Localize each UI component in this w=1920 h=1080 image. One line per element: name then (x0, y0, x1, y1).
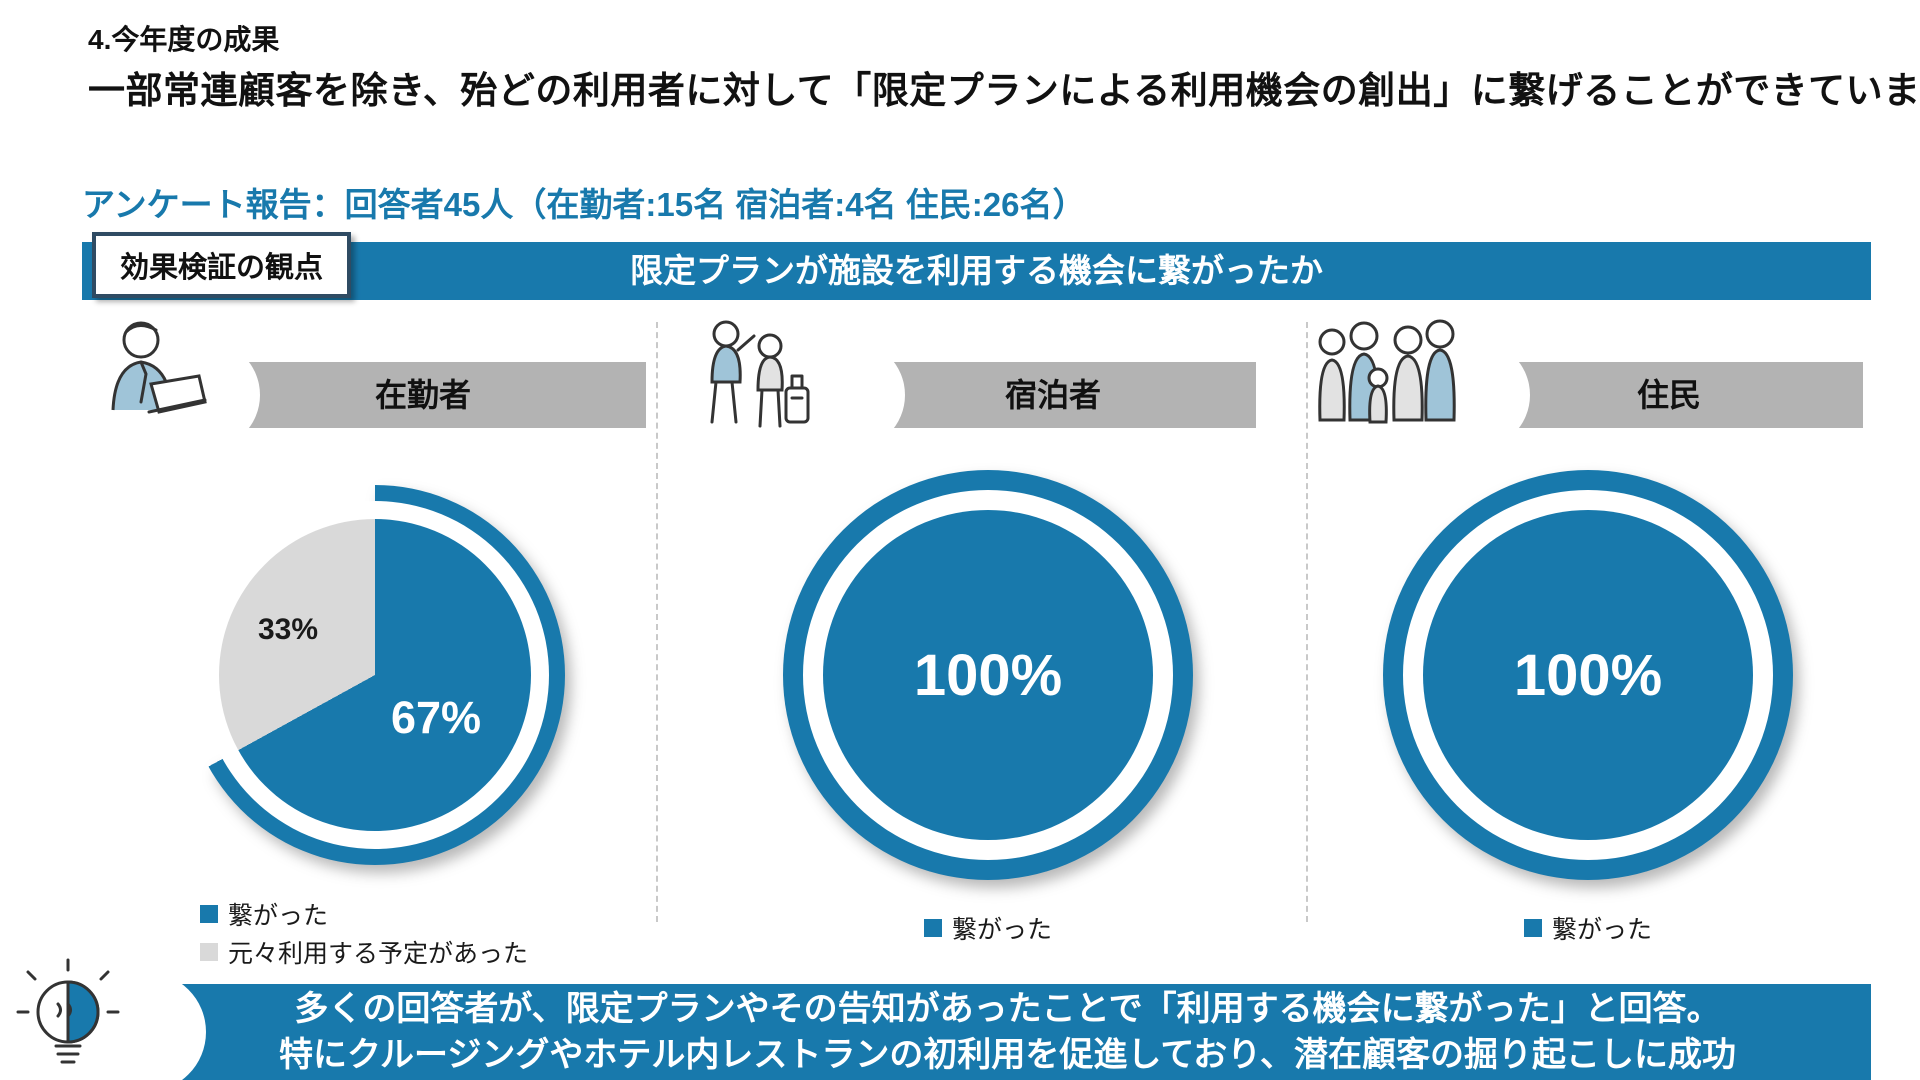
legend-label: 元々利用する予定があった (228, 940, 529, 968)
office-worker-icon (85, 312, 215, 447)
legend-item: 繋がった (783, 910, 1193, 946)
pie-body (1423, 510, 1753, 840)
section-label: 4.今年度の成果 (88, 24, 280, 55)
category-title-residents: 住民 (1636, 377, 1701, 413)
category-bar-workers: 在勤者 (200, 362, 646, 428)
pie-body (219, 519, 531, 831)
category-title-guests: 宿泊者 (1004, 377, 1101, 413)
category-bar-residents: 住民 (1475, 362, 1863, 428)
pie-chart-residents: 100% (1383, 470, 1793, 880)
column-divider (1306, 322, 1308, 922)
viewpoint-label-box: 効果検証の観点 (92, 232, 352, 298)
pie-chart-workers: 67% 33% (185, 485, 565, 865)
pie-value-label: 33% (257, 613, 319, 646)
category-title-workers: 在勤者 (374, 377, 471, 413)
legend-item: 繋がった (200, 896, 328, 932)
legend-swatch-blue (1523, 919, 1542, 937)
lightbulb-icon (4, 952, 132, 1080)
banner-notch (86, 972, 206, 1080)
conclusion-banner: 多くの回答者が、限定プランやその告知があったことで「利用する機会に繋がった」と回… (144, 984, 1871, 1080)
survey-note: アンケート報告：回答者45人（在勤者:15名 宿泊者:4名 住民:26名） (82, 186, 1086, 223)
travelers-icon (688, 314, 816, 447)
legend-swatch-blue (200, 905, 218, 923)
bar-notch (795, 340, 905, 450)
family-icon (1312, 310, 1460, 445)
pie-value-label: 67% (390, 692, 482, 743)
pie-value-label: 100% (1513, 642, 1663, 708)
conclusion-line-1: 多くの回答者が、限定プランやその告知があったことで「利用する機会に繋がった」と回… (294, 990, 1721, 1028)
column-divider (656, 322, 658, 922)
headline: 一部常連顧客を除き、殆どの利用者に対して「限定プランによる利用機会の創出」に繋げ… (88, 70, 1920, 111)
legend-label: 繋がった (1551, 916, 1652, 944)
pie-value-label: 100% (913, 642, 1063, 708)
category-bar-guests: 宿泊者 (850, 362, 1256, 428)
legend-swatch-gray (200, 943, 218, 961)
question-banner: 限定プランが施設を利用する機会に繋がったか (82, 242, 1871, 300)
legend-label: 繋がった (228, 902, 329, 930)
pie-chart-guests: 100% (783, 470, 1193, 880)
question-banner-title: 限定プランが施設を利用する機会に繋がったか (630, 252, 1323, 289)
legend-swatch-blue (923, 919, 942, 937)
legend-item: 元々利用する予定があった (200, 934, 528, 970)
pie-body (823, 510, 1153, 840)
legend-label: 繋がった (951, 916, 1052, 944)
conclusion-line-2: 特にクルージングやホテル内レストランの初利用を促進しており、潜在顧客の掘り起こし… (279, 1036, 1736, 1074)
legend-item: 繋がった (1383, 910, 1793, 946)
